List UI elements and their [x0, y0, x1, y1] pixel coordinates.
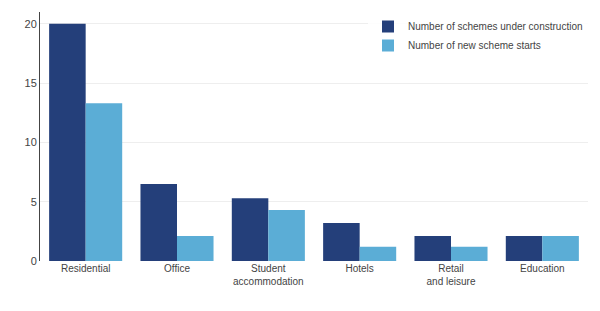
svg-text:15: 15 [25, 77, 37, 89]
svg-text:Studentaccommodation: Studentaccommodation [233, 263, 304, 287]
svg-text:5: 5 [31, 196, 37, 208]
svg-text:Number of new scheme starts: Number of new scheme starts [408, 40, 541, 51]
svg-text:Number of schemes under constr: Number of schemes under construction [408, 21, 583, 32]
svg-text:20: 20 [25, 18, 37, 30]
svg-text:Education: Education [520, 263, 564, 274]
svg-text:0: 0 [31, 255, 37, 267]
svg-text:Retailand leisure: Retailand leisure [427, 263, 476, 287]
svg-text:Office: Office [164, 263, 190, 274]
svg-text:10: 10 [25, 136, 37, 148]
svg-text:Residential: Residential [61, 263, 110, 274]
svg-text:Hotels: Hotels [345, 263, 373, 274]
